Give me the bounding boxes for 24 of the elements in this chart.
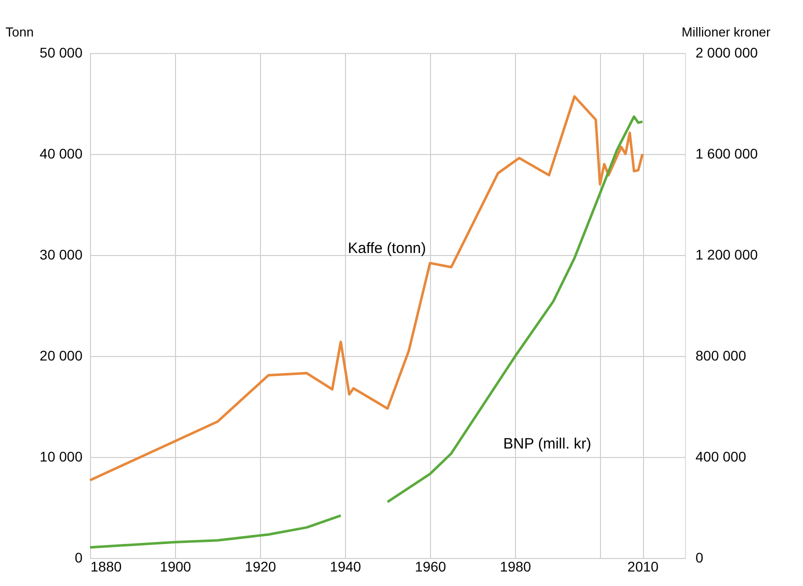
y2-axis-title: Millioner kroner: [682, 24, 772, 40]
y-tick-label: 10 000: [40, 448, 83, 464]
y-tick-label: 40 000: [40, 146, 83, 162]
x-tick-label: 1900: [160, 558, 192, 574]
x-tick-label: 2010: [627, 558, 659, 574]
x-tick-label: 1940: [330, 558, 362, 574]
x-tick-label: 1880: [90, 558, 122, 574]
x-tick-label: 1960: [414, 558, 446, 574]
y-axis-title: Tonn: [6, 24, 34, 40]
y2-tick-label: 2 000 000: [696, 44, 758, 60]
y-tick-label: 30 000: [40, 246, 83, 262]
series-label: Kaffe (tonn): [348, 240, 426, 258]
y2-tick-label: 400 000: [696, 448, 746, 464]
y-tick-label: 50 000: [40, 44, 83, 60]
x-tick-label: 1920: [244, 558, 276, 574]
y2-tick-label: 800 000: [696, 348, 746, 364]
y2-tick-label: 1 600 000: [696, 146, 758, 162]
y2-tick-label: 0: [696, 550, 704, 566]
y-tick-label: 0: [74, 550, 83, 566]
y2-tick-label: 1 200 000: [696, 246, 758, 262]
y-tick-label: 20 000: [40, 348, 83, 364]
line-series: [88, 95, 644, 482]
x-tick-label: 1980: [500, 558, 532, 574]
text: BNP (mill. kr): [503, 435, 592, 452]
